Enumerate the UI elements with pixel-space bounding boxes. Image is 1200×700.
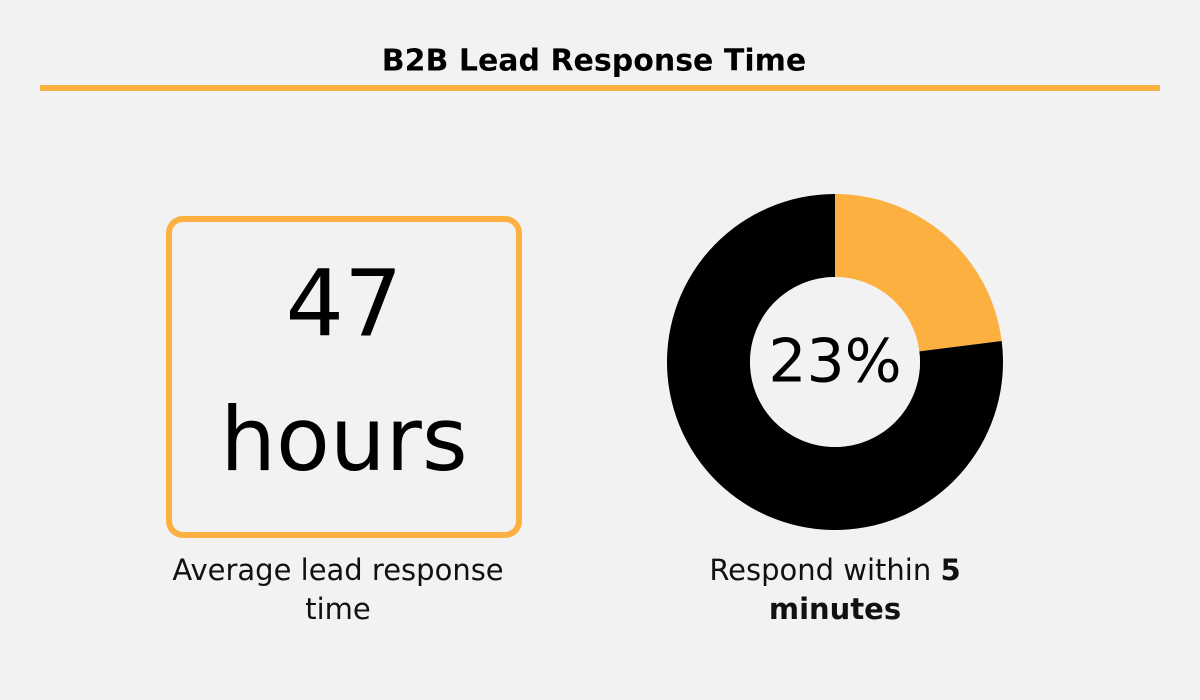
donut-segment (835, 194, 1002, 352)
stat-unit: hours (220, 388, 467, 491)
caption-emphasis: 5 minutes (768, 553, 961, 626)
stat-number: 47 (285, 250, 402, 357)
stat-caption: Average lead response time (172, 553, 504, 626)
caption-text: Respond within (709, 553, 932, 587)
chart-caption: Respond within 5 minutes (665, 551, 1005, 629)
donut-hole (750, 277, 920, 447)
donut-segment (667, 194, 1004, 530)
donut-chart: 23% (667, 194, 1004, 530)
stat-box (166, 216, 522, 538)
center-label: 23% (768, 327, 901, 397)
title-rule (40, 85, 1160, 91)
title: B2B Lead Response Time (382, 44, 806, 79)
